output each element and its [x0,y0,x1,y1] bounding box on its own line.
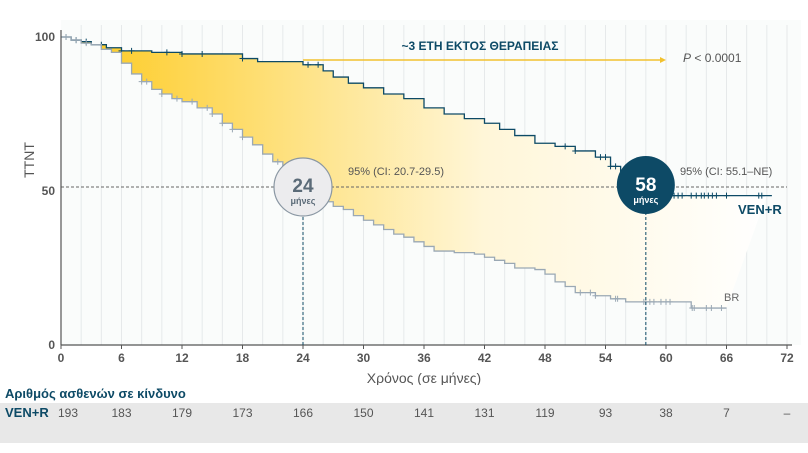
venr-censor-mark [199,50,206,57]
br-censor-mark [173,95,180,102]
br-censor-mark [219,120,226,127]
br-median-unit: μήνες [291,196,316,206]
br-censor-mark [657,298,664,305]
venr-censor-mark [713,192,720,199]
risk-table-row [0,403,808,443]
venr-censor-mark [239,55,246,62]
y-tick-label: 100 [35,30,55,44]
venr-median-unit: μήνες [633,195,658,205]
br-censor-mark [63,34,70,40]
br-median-value: 24 [292,176,314,197]
venr-median-value: 58 [635,175,656,196]
br-censor-mark [592,292,599,299]
risk-table-row-label: VEN+R [5,405,49,420]
arrow-head-icon [660,57,666,63]
br-censor-mark [650,298,657,305]
venr-censor-mark [688,192,695,199]
br-censor-mark [691,305,698,312]
venr-censor-mark [305,61,312,68]
x-tick-label: 66 [720,351,734,365]
y-tick-label: 0 [48,338,55,352]
x-tick-label: 30 [357,351,371,365]
venr-censor-mark [612,163,619,170]
risk-table-value: 131 [474,406,495,420]
br-censor-mark [239,134,246,141]
venr-censor-mark [562,143,569,150]
br-censor-mark [614,295,621,302]
risk-table-value: 93 [598,406,613,420]
br-median-ci: 95% (CI: 20.7-29.5) [348,166,444,178]
x-tick-label: 18 [236,351,250,365]
venr-censor-mark [723,192,730,199]
difference-shade [61,37,767,309]
x-tick-label: 0 [58,351,65,365]
br-censor-mark [577,289,584,296]
br-median-circle [273,157,333,217]
p-value-rest: < 0.0001 [691,51,742,65]
br-curve [61,36,727,309]
br-censor-mark [667,298,674,305]
br-median-badge: 24 μήνες [273,157,333,217]
br-censor-mark [189,98,196,105]
venr-censor-mark [572,147,579,154]
risk-table-value: 7 [723,406,730,420]
x-tick-label: 48 [538,351,552,365]
risk-table-value: 179 [171,406,193,420]
x-tick-label: 54 [599,351,613,365]
x-tick-label: 6 [118,351,125,365]
risk-table-value: 150 [353,406,374,420]
venr-median-ci: 95% (CI: 55.1–NE) [680,166,772,178]
venr-censor-mark [602,154,609,161]
venr-censor-mark [315,61,322,68]
risk-table-value: 141 [413,406,435,420]
banner-text: ~3 ΕΤΗ ΕΚΤΟΣ ΘΕΡΑΠΕΙΑΣ [402,39,559,53]
br-censor-mark [718,305,725,312]
x-tick-label: 12 [175,351,189,365]
x-tick-label: 24 [296,351,310,365]
br-censor-mark [229,126,236,133]
p-value-prefix: P [683,51,691,65]
risk-table-value: 173 [232,406,253,420]
br-censor-mark [138,78,145,85]
series-label-venr: VEN+R [738,202,782,217]
risk-table-title: Αριθμός ασθενών σε κίνδυνο [5,386,186,401]
venr-censor-mark [128,47,135,54]
x-tick-label: 60 [659,351,673,365]
venr-censor-mark [679,192,686,199]
venr-censor-mark [179,50,185,57]
br-censor-mark [83,40,90,47]
risk-table-value: 183 [111,406,132,420]
risk-table-value: 38 [659,406,673,420]
risk-table-value: 166 [292,406,314,420]
br-censor-mark [204,104,211,111]
x-tick-label: 36 [417,351,431,365]
x-tick-label: 42 [478,351,492,365]
br-censor-mark [209,111,216,117]
p-value: P < 0.0001 [683,51,742,65]
x-axis-label: Χρόνος (σε μήνες) [367,370,481,385]
kaplan-meier-chart: 0 6 12 18 24 30 36 42 48 54 60 66 72 0 50 100 TTNT Χρόν… [21,25,794,385]
br-censor-mark [708,305,715,312]
br-censor-mark [143,78,150,85]
venr-median-circle [616,156,675,214]
series-label-br: BR [724,292,739,304]
venr-censor-mark [758,192,765,199]
venr-median-badge: 58 μήνες [616,156,675,214]
br-censor-mark [587,289,594,296]
risk-table-value: 119 [535,406,555,420]
venr-censor-mark [597,154,604,161]
venr-censor-mark [607,163,614,170]
venr-censor-mark [693,192,700,199]
br-censor-mark [73,37,80,44]
y-tick-label: 50 [42,184,56,198]
risk-table-value: – [783,406,791,420]
br-censor-mark [158,90,165,97]
risk-table-value: 193 [57,406,79,420]
y-axis-label: TTNT [21,142,37,178]
br-censor-mark [703,305,710,312]
br-censor-mark [274,158,281,165]
venr-censor-mark [163,49,170,56]
x-tick-label: 72 [780,351,794,365]
